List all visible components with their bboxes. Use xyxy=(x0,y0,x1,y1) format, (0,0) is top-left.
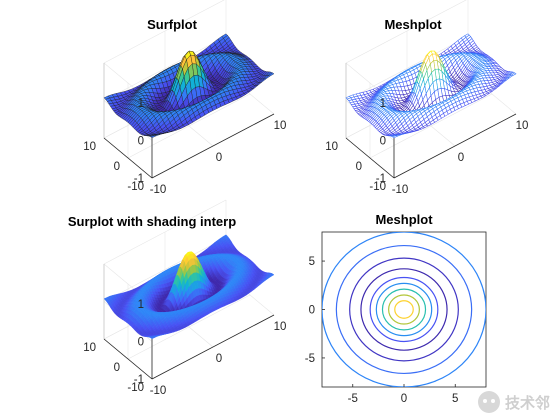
z-tick-label: 1 xyxy=(380,98,386,110)
x-tick-label: 10 xyxy=(274,321,287,333)
grid-line xyxy=(103,0,225,64)
y-tick-label: -10 xyxy=(369,181,386,193)
x-tick-label: -10 xyxy=(150,184,167,196)
chart-title: Meshplot xyxy=(384,17,442,32)
y-tick-label: 10 xyxy=(83,141,96,153)
y-tick-label: 0 xyxy=(114,161,120,173)
y-tick-label: -5 xyxy=(305,353,315,365)
watermark: 技术邻 xyxy=(477,391,550,413)
x-tick-label: 0 xyxy=(401,393,407,405)
x-tick-label: 10 xyxy=(274,120,287,132)
x-tick-label: 10 xyxy=(516,120,529,132)
y-tick-label: 0 xyxy=(309,305,315,317)
grid-line xyxy=(103,36,227,101)
surface xyxy=(103,33,275,139)
x-tick-label: 0 xyxy=(216,353,222,365)
x-tick-label: -10 xyxy=(150,385,167,397)
y-tick-label: 0 xyxy=(114,362,120,374)
x-tick-label: -10 xyxy=(392,184,409,196)
y-tick-label: 10 xyxy=(325,141,338,153)
y-tick-label: 10 xyxy=(83,342,96,354)
y-tick-label: 5 xyxy=(309,256,315,268)
grid-line xyxy=(345,0,467,64)
watermark-logo-icon xyxy=(477,391,500,413)
grid-line xyxy=(127,93,251,159)
surface xyxy=(345,33,517,139)
grid-line xyxy=(345,36,469,101)
z-tick-label: 0 xyxy=(380,136,386,148)
x-tick-label: -5 xyxy=(348,393,358,405)
z-tick-label: 0 xyxy=(138,136,144,148)
chart-title: Meshplot xyxy=(375,212,433,227)
z-tick-label: 0 xyxy=(138,337,144,349)
contour-plot-panel: -5 -5 0 0 5 5 Meshplot xyxy=(305,212,487,405)
watermark-text: 技术邻 xyxy=(504,393,550,412)
x-axis-line xyxy=(151,113,275,179)
z-tick-label: 1 xyxy=(138,299,144,311)
x-axis-line xyxy=(393,113,517,179)
z-tick-label: -1 xyxy=(134,173,144,185)
y-axis-line xyxy=(103,137,153,179)
x-tick-label: 5 xyxy=(452,393,458,405)
surface-cell xyxy=(150,135,157,139)
y-tick-label: -10 xyxy=(127,382,144,394)
chart-title: Surplot with shading interp xyxy=(68,214,236,229)
x-tick-label: 0 xyxy=(458,152,464,164)
plot-area xyxy=(321,231,487,388)
grid-line xyxy=(369,93,493,159)
y-axis-line xyxy=(345,137,395,179)
chart-title: Surfplot xyxy=(147,17,197,32)
x-tick-label: 0 xyxy=(216,152,222,164)
y-tick-label: -10 xyxy=(127,181,144,193)
y-tick-label: 0 xyxy=(356,161,362,173)
z-tick-label: 1 xyxy=(138,98,144,110)
